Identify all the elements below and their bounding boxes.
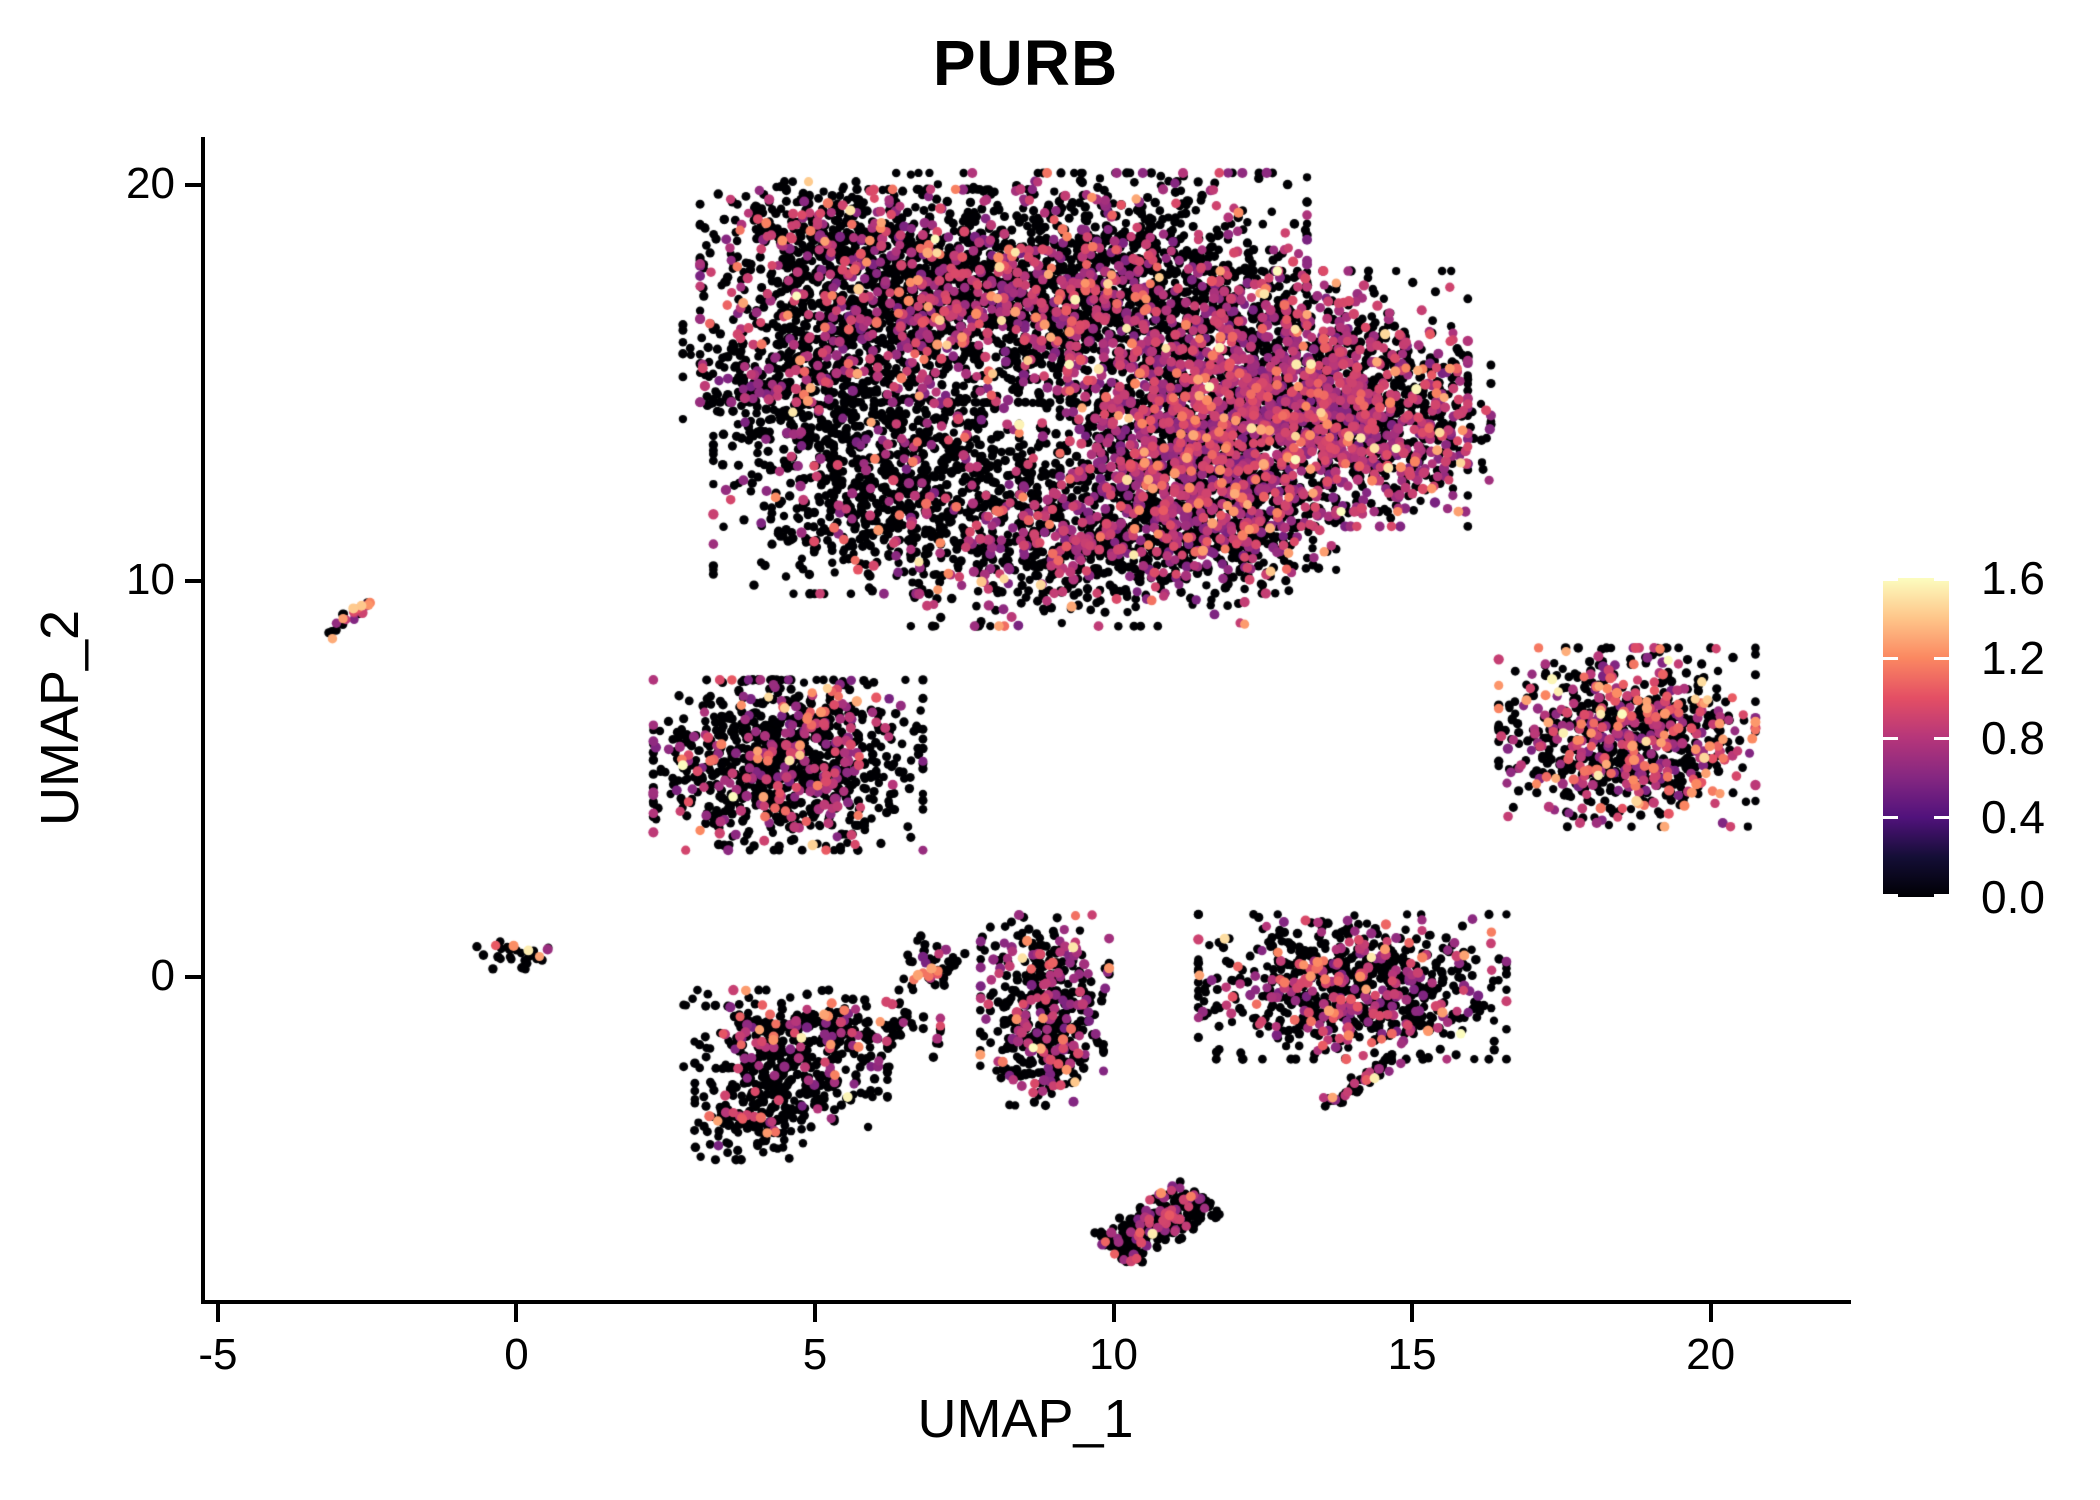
colorbar-tick-label: 0.0: [1981, 871, 2045, 923]
colorbar-tick-notch: [1883, 816, 1898, 820]
x-tick-label: 20: [1686, 1330, 1736, 1379]
x-tick: [1708, 1304, 1713, 1322]
y-tick-label: 0: [150, 950, 175, 1000]
y-tick: [185, 578, 203, 583]
x-tick-label: 15: [1387, 1330, 1437, 1379]
x-axis-line: [201, 1300, 1851, 1304]
y-axis-title: UMAP_2: [30, 609, 90, 827]
x-tick-label: 5: [802, 1330, 828, 1379]
colorbar-tick-notch: [1934, 894, 1949, 897]
x-tick: [813, 1304, 818, 1322]
colorbar-tick-notch: [1934, 816, 1949, 820]
y-tick: [185, 974, 203, 979]
colorbar-tick-label: 0.8: [1981, 711, 2045, 764]
y-axis-line: [201, 137, 205, 1304]
x-tick: [514, 1304, 519, 1322]
colorbar: [1883, 578, 1949, 897]
colorbar-tick-label: 1.6: [1981, 552, 2045, 604]
y-tick-label: 10: [126, 554, 175, 604]
colorbar-tick-notch: [1934, 736, 1949, 740]
colorbar-tick-notch: [1883, 656, 1898, 660]
x-tick-label: 0: [504, 1330, 529, 1379]
y-tick: [185, 182, 203, 187]
x-tick: [1410, 1304, 1415, 1322]
colorbar-tick-notch: [1883, 736, 1898, 740]
x-tick-label: -5: [198, 1330, 238, 1379]
x-tick-label: 10: [1089, 1330, 1139, 1379]
x-tick: [1111, 1304, 1116, 1322]
colorbar-tick-label: 0.4: [1981, 791, 2045, 844]
colorbar-tick-notch: [1934, 578, 1949, 581]
colorbar-tick-notch: [1883, 894, 1898, 897]
x-tick: [215, 1304, 220, 1322]
colorbar-tick-notch: [1934, 656, 1949, 660]
x-axis-title: UMAP_1: [917, 1389, 1134, 1449]
colorbar-tick-label: 1.2: [1981, 631, 2045, 684]
colorbar-tick-notch: [1883, 578, 1898, 581]
chart-title: PURB: [932, 27, 1119, 99]
y-tick-label: 20: [126, 158, 175, 208]
